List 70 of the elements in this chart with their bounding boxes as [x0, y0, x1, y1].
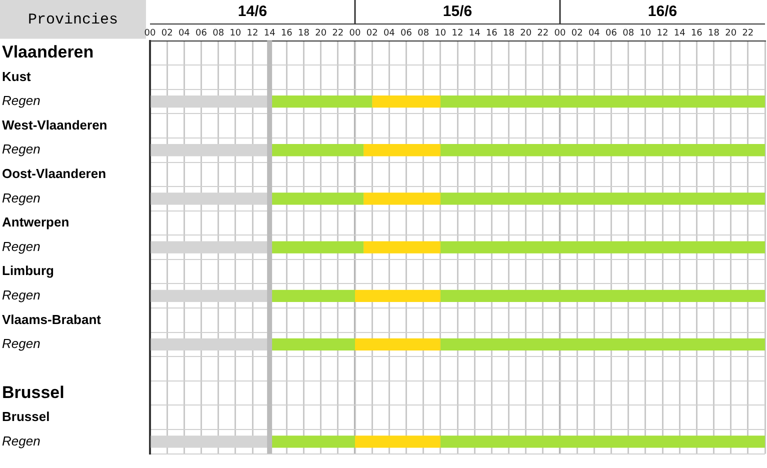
y-axis-title: Provincies: [28, 11, 118, 28]
y-tick-label: Regen: [2, 336, 40, 352]
y-tick-label: Regen: [2, 93, 40, 108]
x-tick-label: 00: [144, 28, 156, 39]
x-tick-label: 08: [622, 28, 634, 39]
x-tick-label: 02: [366, 28, 378, 39]
x-tick-label: 22: [742, 28, 754, 39]
x-tick-label: 12: [246, 28, 258, 39]
x-tick-label: 10: [640, 28, 652, 39]
x-tick-label: 04: [178, 28, 190, 39]
x-tick-label: 14: [264, 28, 276, 39]
text: 14/6: [238, 3, 268, 20]
y-tick-label: Kust: [2, 68, 32, 84]
y-tick-label: Limburg: [2, 263, 54, 278]
bar: [440, 144, 765, 156]
x-tick-label: 16: [690, 28, 703, 39]
bar: [440, 338, 765, 351]
x-tick-label: 12: [452, 28, 464, 39]
bar: [440, 95, 765, 108]
y-tick-label: Regen: [2, 433, 40, 448]
x-tick-label: 06: [196, 28, 208, 39]
x-tick-label: 04: [383, 28, 396, 39]
y-tick-label: Brussel: [2, 382, 64, 402]
x-tick-label: 18: [708, 28, 720, 39]
x-tick-label: 06: [400, 28, 412, 39]
y-tick-label: Vlaams-Brabant: [2, 312, 102, 327]
y-tick-label: Antwerpen: [2, 214, 70, 230]
x-tick-label: 02: [161, 28, 173, 39]
bar: [440, 436, 765, 448]
x-tick-label: 20: [725, 28, 737, 39]
bar: [440, 241, 765, 254]
x-tick-label: 18: [503, 28, 515, 39]
y-tick-label: Regen: [2, 190, 40, 206]
bar: [355, 290, 440, 302]
x-tick-label: 16: [486, 28, 498, 39]
x-tick-label: 08: [212, 28, 224, 39]
bar: [355, 436, 440, 448]
x-tick-label: 22: [332, 28, 344, 39]
bar: [364, 192, 440, 205]
x-tick-label: 06: [606, 28, 618, 39]
x-tick-label: 16: [280, 28, 293, 39]
x-tick-label: 18: [298, 28, 310, 39]
bar: [364, 241, 440, 254]
x-tick-label: 02: [571, 28, 583, 39]
bar: [440, 290, 765, 302]
x-tick-label: 04: [588, 28, 600, 39]
y-tick-label: Regen: [2, 288, 40, 302]
x-tick-label: 20: [315, 28, 327, 39]
y-tick-label: Vlaanderen: [2, 42, 94, 62]
y-tick-label: West-Vlaanderen: [2, 117, 108, 132]
bar: [440, 192, 765, 205]
y-tick-label: Regen: [2, 142, 40, 157]
text: 15/6: [442, 3, 472, 20]
y-tick-label: Brussel: [2, 408, 50, 424]
x-tick-label: 12: [656, 28, 668, 39]
y-tick-label: Oost-Vlaanderen: [2, 166, 106, 181]
x-tick-label: 14: [468, 28, 481, 39]
bar: [372, 95, 440, 108]
x-tick-label: 00: [554, 28, 566, 39]
x-tick-label: 22: [537, 28, 549, 39]
x-tick-label: 10: [230, 28, 242, 39]
y-tick-label: Regen: [2, 238, 40, 254]
x-tick-label: 14: [674, 28, 686, 39]
x-tick-label: 08: [418, 28, 430, 39]
x-tick-label: 00: [349, 28, 361, 39]
x-tick-label: 20: [520, 28, 532, 39]
x-tick-label: 10: [434, 28, 446, 39]
text: 16/6: [648, 3, 678, 20]
bar: [355, 338, 440, 351]
bar: [364, 144, 440, 156]
